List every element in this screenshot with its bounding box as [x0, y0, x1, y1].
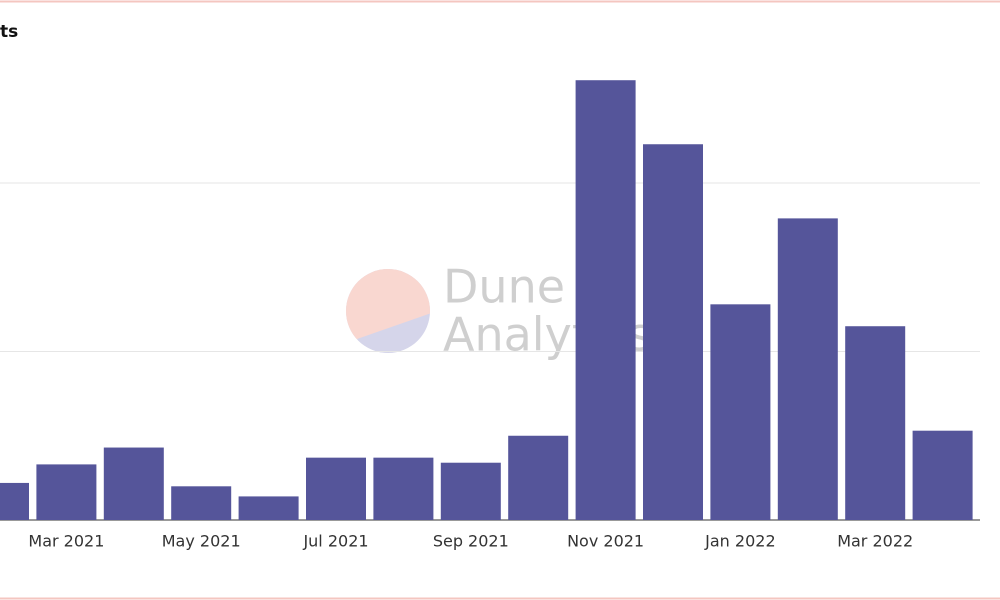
bar	[710, 304, 771, 520]
watermark-logo-top	[346, 269, 430, 345]
chart-title: ts	[0, 22, 18, 42]
bar	[777, 218, 838, 520]
bar	[306, 457, 366, 520]
bars	[0, 80, 973, 520]
bar	[508, 435, 569, 520]
bar	[440, 462, 501, 520]
bar	[238, 496, 299, 520]
x-tick-label: May 2021	[162, 532, 241, 551]
x-tick-label: Nov 2021	[567, 532, 644, 551]
bar	[845, 326, 906, 520]
x-tick-label: Sep 2021	[433, 532, 509, 551]
x-tick-label: Mar 2022	[837, 532, 913, 551]
x-tick-label: Jul 2021	[302, 532, 368, 551]
bar	[171, 486, 232, 520]
bar	[0, 482, 29, 520]
bar	[373, 457, 434, 520]
bar	[912, 430, 973, 520]
x-tick-label: Jan 2022	[704, 532, 775, 551]
watermark-text: Dune	[443, 260, 565, 314]
x-tick-label: Mar 2021	[28, 532, 104, 551]
watermark: Dune Analytics	[346, 260, 652, 362]
bar	[575, 80, 636, 520]
bar	[36, 464, 97, 520]
bar	[643, 144, 703, 520]
x-axis: Mar 2021 May 2021 Jul 2021 Sep 2021 Nov 2021…	[28, 532, 913, 551]
bar	[103, 447, 164, 520]
